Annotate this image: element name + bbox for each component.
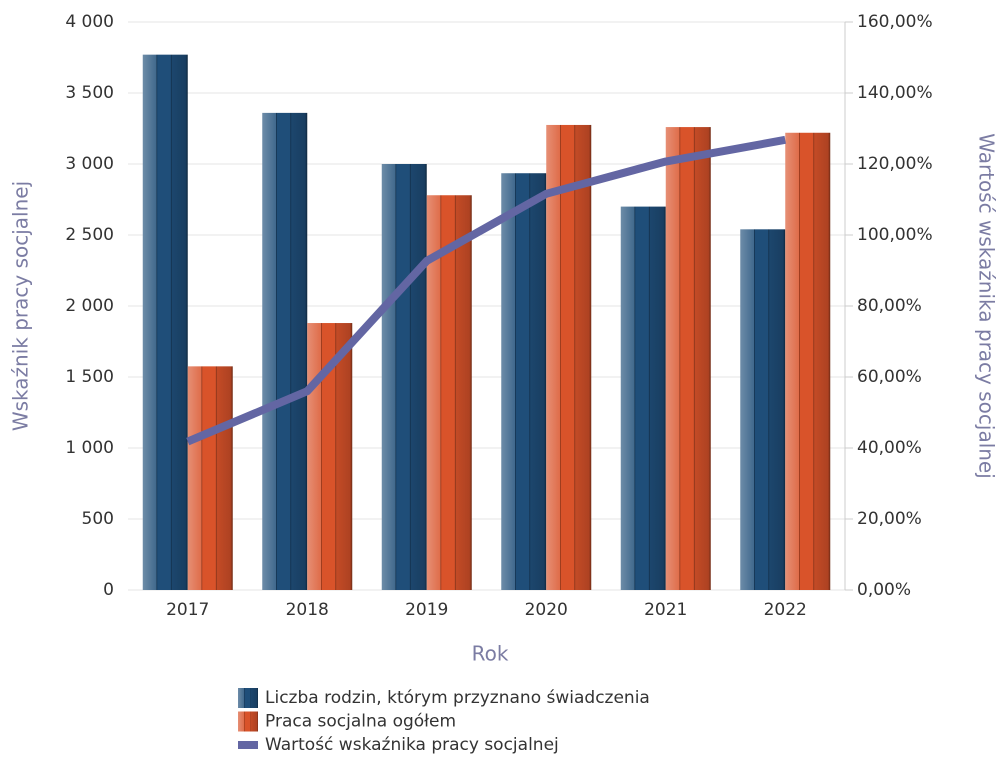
- legend-label: Praca socjalna ogółem: [265, 712, 456, 732]
- legend-swatch: [238, 688, 258, 708]
- legend-label: Wartość wskaźnika pracy socjalnej: [265, 735, 559, 755]
- x-tick-label: 2018: [286, 600, 329, 620]
- bar: [262, 112, 308, 590]
- legend-swatch: [238, 741, 258, 749]
- y2-tick-label: 40,00%: [857, 438, 922, 458]
- x-tick-label: 2019: [405, 600, 448, 620]
- bar: [620, 206, 666, 590]
- y-tick-label: 2 500: [65, 225, 114, 245]
- y-tick-label: 3 000: [65, 154, 114, 174]
- y-tick-label: 0: [103, 580, 114, 600]
- y2-tick-label: 0,00%: [857, 580, 911, 600]
- x-tick-label: 2021: [644, 600, 687, 620]
- bar: [187, 366, 233, 590]
- y2-tick-label: 160,00%: [857, 12, 933, 32]
- y2-tick-label: 60,00%: [857, 367, 922, 387]
- x-axis-title: Rok: [472, 642, 509, 666]
- y2-tick-label: 140,00%: [857, 83, 933, 103]
- y2-tick-label: 100,00%: [857, 225, 933, 245]
- y-tick-label: 4 000: [65, 12, 114, 32]
- y-tick-label: 1 500: [65, 367, 114, 387]
- legend-label: Liczba rodzin, którym przyznano świadcze…: [265, 688, 650, 708]
- x-tick-label: 2020: [525, 600, 568, 620]
- bar: [740, 229, 786, 590]
- y2-tick-label: 120,00%: [857, 154, 933, 174]
- y-tick-label: 1 000: [65, 438, 114, 458]
- legend-swatch: [238, 711, 258, 732]
- line-series: [186, 135, 786, 446]
- y2-tick-label: 20,00%: [857, 509, 922, 529]
- y-tick-label: 500: [82, 509, 114, 529]
- y-axis-title: Wskaźnik pracy socjalnej: [9, 181, 33, 431]
- bar: [142, 54, 188, 591]
- y2-axis-title: Wartość wskaźnika pracy socjalnej: [975, 133, 999, 479]
- bar: [381, 164, 427, 590]
- y2-tick-label: 80,00%: [857, 296, 922, 316]
- bar: [785, 132, 831, 590]
- bar: [665, 127, 711, 590]
- bar: [501, 173, 547, 591]
- bar: [546, 124, 592, 590]
- y-tick-label: 2 000: [65, 296, 114, 316]
- x-tick-label: 2017: [166, 600, 209, 620]
- y-tick-label: 3 500: [65, 83, 114, 103]
- x-tick-label: 2022: [764, 600, 807, 620]
